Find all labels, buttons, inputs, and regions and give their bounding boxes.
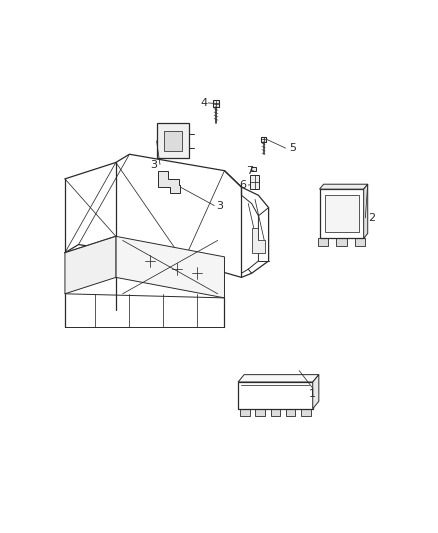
Polygon shape bbox=[156, 124, 189, 158]
Polygon shape bbox=[158, 171, 180, 193]
Bar bbox=[240, 409, 250, 416]
Text: 3: 3 bbox=[216, 200, 223, 211]
Text: 4: 4 bbox=[201, 98, 208, 108]
Bar bbox=[271, 409, 280, 416]
Polygon shape bbox=[320, 184, 368, 189]
Polygon shape bbox=[250, 175, 259, 189]
Polygon shape bbox=[251, 167, 256, 172]
Bar bbox=[355, 238, 365, 246]
Polygon shape bbox=[238, 375, 319, 382]
Text: 3: 3 bbox=[150, 159, 157, 169]
Polygon shape bbox=[116, 236, 224, 298]
Text: 2: 2 bbox=[368, 213, 376, 223]
Polygon shape bbox=[65, 236, 116, 294]
Polygon shape bbox=[364, 184, 368, 238]
Bar bbox=[255, 409, 265, 416]
Bar bbox=[261, 136, 266, 142]
Text: 1: 1 bbox=[309, 389, 316, 399]
Bar bbox=[318, 238, 328, 246]
Polygon shape bbox=[251, 228, 265, 253]
Polygon shape bbox=[325, 195, 359, 232]
Polygon shape bbox=[313, 375, 319, 409]
Text: 6: 6 bbox=[240, 180, 247, 190]
Polygon shape bbox=[320, 189, 364, 238]
Bar bbox=[286, 409, 295, 416]
Bar bbox=[301, 409, 311, 416]
Text: 5: 5 bbox=[289, 143, 296, 153]
Text: 7: 7 bbox=[246, 166, 254, 176]
Bar bbox=[336, 238, 347, 246]
Polygon shape bbox=[238, 382, 313, 409]
Bar bbox=[213, 101, 219, 107]
Polygon shape bbox=[164, 131, 182, 150]
